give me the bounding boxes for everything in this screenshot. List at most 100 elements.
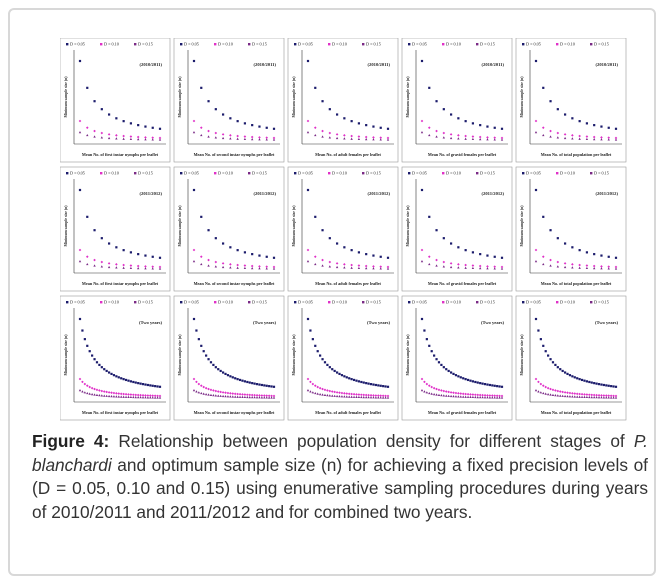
- thumbnail-dot: [229, 246, 232, 249]
- thumbnail-dot: [139, 396, 142, 399]
- thumbnail-dot: [272, 265, 276, 269]
- thumbnail-dot: [449, 265, 453, 269]
- thumbnail-dot: [151, 396, 154, 399]
- thumbnail-dot: [78, 131, 82, 134]
- legend-marker: [66, 301, 69, 304]
- y-axis-label: Minimum sample size (n): [292, 76, 296, 118]
- period-label: (2011/2012): [596, 191, 619, 196]
- thumbnail-dot: [372, 267, 375, 270]
- thumbnail-dot: [600, 383, 603, 386]
- thumbnail-dot: [459, 395, 462, 398]
- thumbnail-dot: [83, 382, 87, 386]
- thumbnail-dot: [563, 391, 567, 394]
- thumbnail-dot: [103, 368, 106, 371]
- thumbnail-dot: [306, 59, 310, 63]
- y-axis-label: Minimum sample size (n): [406, 205, 410, 247]
- legend-label: D = 0.05: [70, 171, 85, 176]
- thumbnail-dot: [248, 395, 251, 399]
- thumbnail-dot: [221, 136, 225, 140]
- legend-label: D = 0.05: [184, 42, 199, 47]
- thumbnail-dot: [384, 396, 387, 399]
- thumbnail-dot: [246, 395, 249, 399]
- thumbnail-dot: [563, 242, 567, 245]
- thumbnail-dot: [78, 377, 82, 381]
- thumbnail-dot: [457, 395, 460, 398]
- thumbnail-dot: [265, 138, 268, 141]
- thumbnail-dot: [547, 354, 550, 357]
- thumbnail-dot: [542, 391, 545, 395]
- y-axis-label: Minimum sample size (n): [406, 76, 410, 118]
- thumbnail-dot: [578, 249, 581, 252]
- thumbnail-dot: [306, 389, 310, 392]
- thumbnail-dot: [226, 374, 230, 377]
- thumbnail-dot: [255, 396, 259, 399]
- thumbnail-dot: [260, 396, 264, 399]
- thumbnail-dot: [534, 59, 538, 63]
- thumbnail-dot: [100, 389, 104, 393]
- thumbnail-dot: [343, 246, 346, 249]
- thumbnail-dot: [600, 396, 603, 399]
- thumbnail-dot: [357, 264, 361, 267]
- legend-label: D = 0.05: [412, 171, 427, 176]
- thumbnail-dot: [158, 138, 162, 141]
- thumbnail-dot: [488, 383, 491, 387]
- thumbnail-dot: [202, 350, 205, 353]
- figure-image: D = 0.05 D = 0.10 D = 0.15 (2010/2011) Minim…: [60, 38, 627, 421]
- thumbnail-dot: [580, 392, 584, 396]
- thumbnail-dot: [350, 395, 353, 398]
- thumbnail-dot: [151, 267, 154, 270]
- legend-label: D = 0.05: [70, 42, 85, 47]
- legend-marker: [180, 43, 183, 46]
- thumbnail-dot: [352, 378, 356, 382]
- thumbnail-dot: [563, 371, 567, 374]
- thumbnail-dot: [328, 108, 331, 111]
- thumbnail-dot: [129, 264, 133, 267]
- thumbnail-dot: [534, 389, 538, 392]
- legend-marker: [556, 301, 559, 304]
- thumbnail-dot: [551, 393, 555, 396]
- thumbnail-dot: [122, 395, 125, 398]
- thumbnail-dot: [260, 394, 264, 397]
- thumbnail-dot: [117, 395, 120, 398]
- legend-label: D = 0.15: [366, 300, 381, 305]
- period-label: (2010/2011): [596, 62, 619, 67]
- thumbnail-dot: [556, 136, 560, 139]
- thumbnail-dot: [585, 395, 589, 399]
- thumbnail-dot: [474, 395, 477, 399]
- thumbnail-dot: [496, 385, 499, 388]
- thumbnail-dot: [549, 135, 552, 138]
- thumbnail-dot: [345, 392, 349, 395]
- thumbnail-dot: [236, 137, 239, 140]
- thumbnail-dot: [243, 266, 247, 270]
- thumbnail-dot: [229, 266, 232, 269]
- caption-text: Relationship between population density …: [118, 431, 625, 451]
- thumbnail-dot: [457, 375, 460, 378]
- thumbnail-dot: [246, 380, 249, 384]
- thumbnail-dot: [100, 131, 104, 135]
- thumbnail-dot: [597, 396, 601, 399]
- thumbnail-dot: [386, 138, 390, 141]
- thumbnail-dot: [243, 264, 247, 267]
- thumbnail-dot: [340, 374, 344, 377]
- thumbnail-dot: [86, 133, 89, 137]
- thumbnail-dot: [563, 394, 567, 398]
- thumbnail-dot: [229, 395, 232, 398]
- thumbnail-dot: [200, 215, 203, 218]
- legend-label: D = 0.05: [526, 171, 541, 176]
- thumbnail-dot: [306, 188, 310, 192]
- thumbnail-dot: [539, 391, 543, 394]
- thumbnail-dot: [447, 369, 450, 373]
- thumbnail-dot: [156, 394, 159, 398]
- thumbnail-dot: [330, 390, 334, 393]
- thumbnail-dot: [588, 380, 591, 384]
- period-label: (Two years): [367, 320, 390, 325]
- legend-marker: [328, 172, 331, 175]
- thumbnail-dot: [498, 385, 501, 388]
- panel-frame: [401, 295, 513, 421]
- legend-marker: [590, 172, 593, 175]
- legend-label: D = 0.05: [184, 300, 199, 305]
- thumbnail-dot: [197, 391, 201, 394]
- thumbnail-dot: [469, 395, 472, 398]
- thumbnail-dot: [272, 136, 276, 140]
- thumbnail-dot: [88, 392, 91, 395]
